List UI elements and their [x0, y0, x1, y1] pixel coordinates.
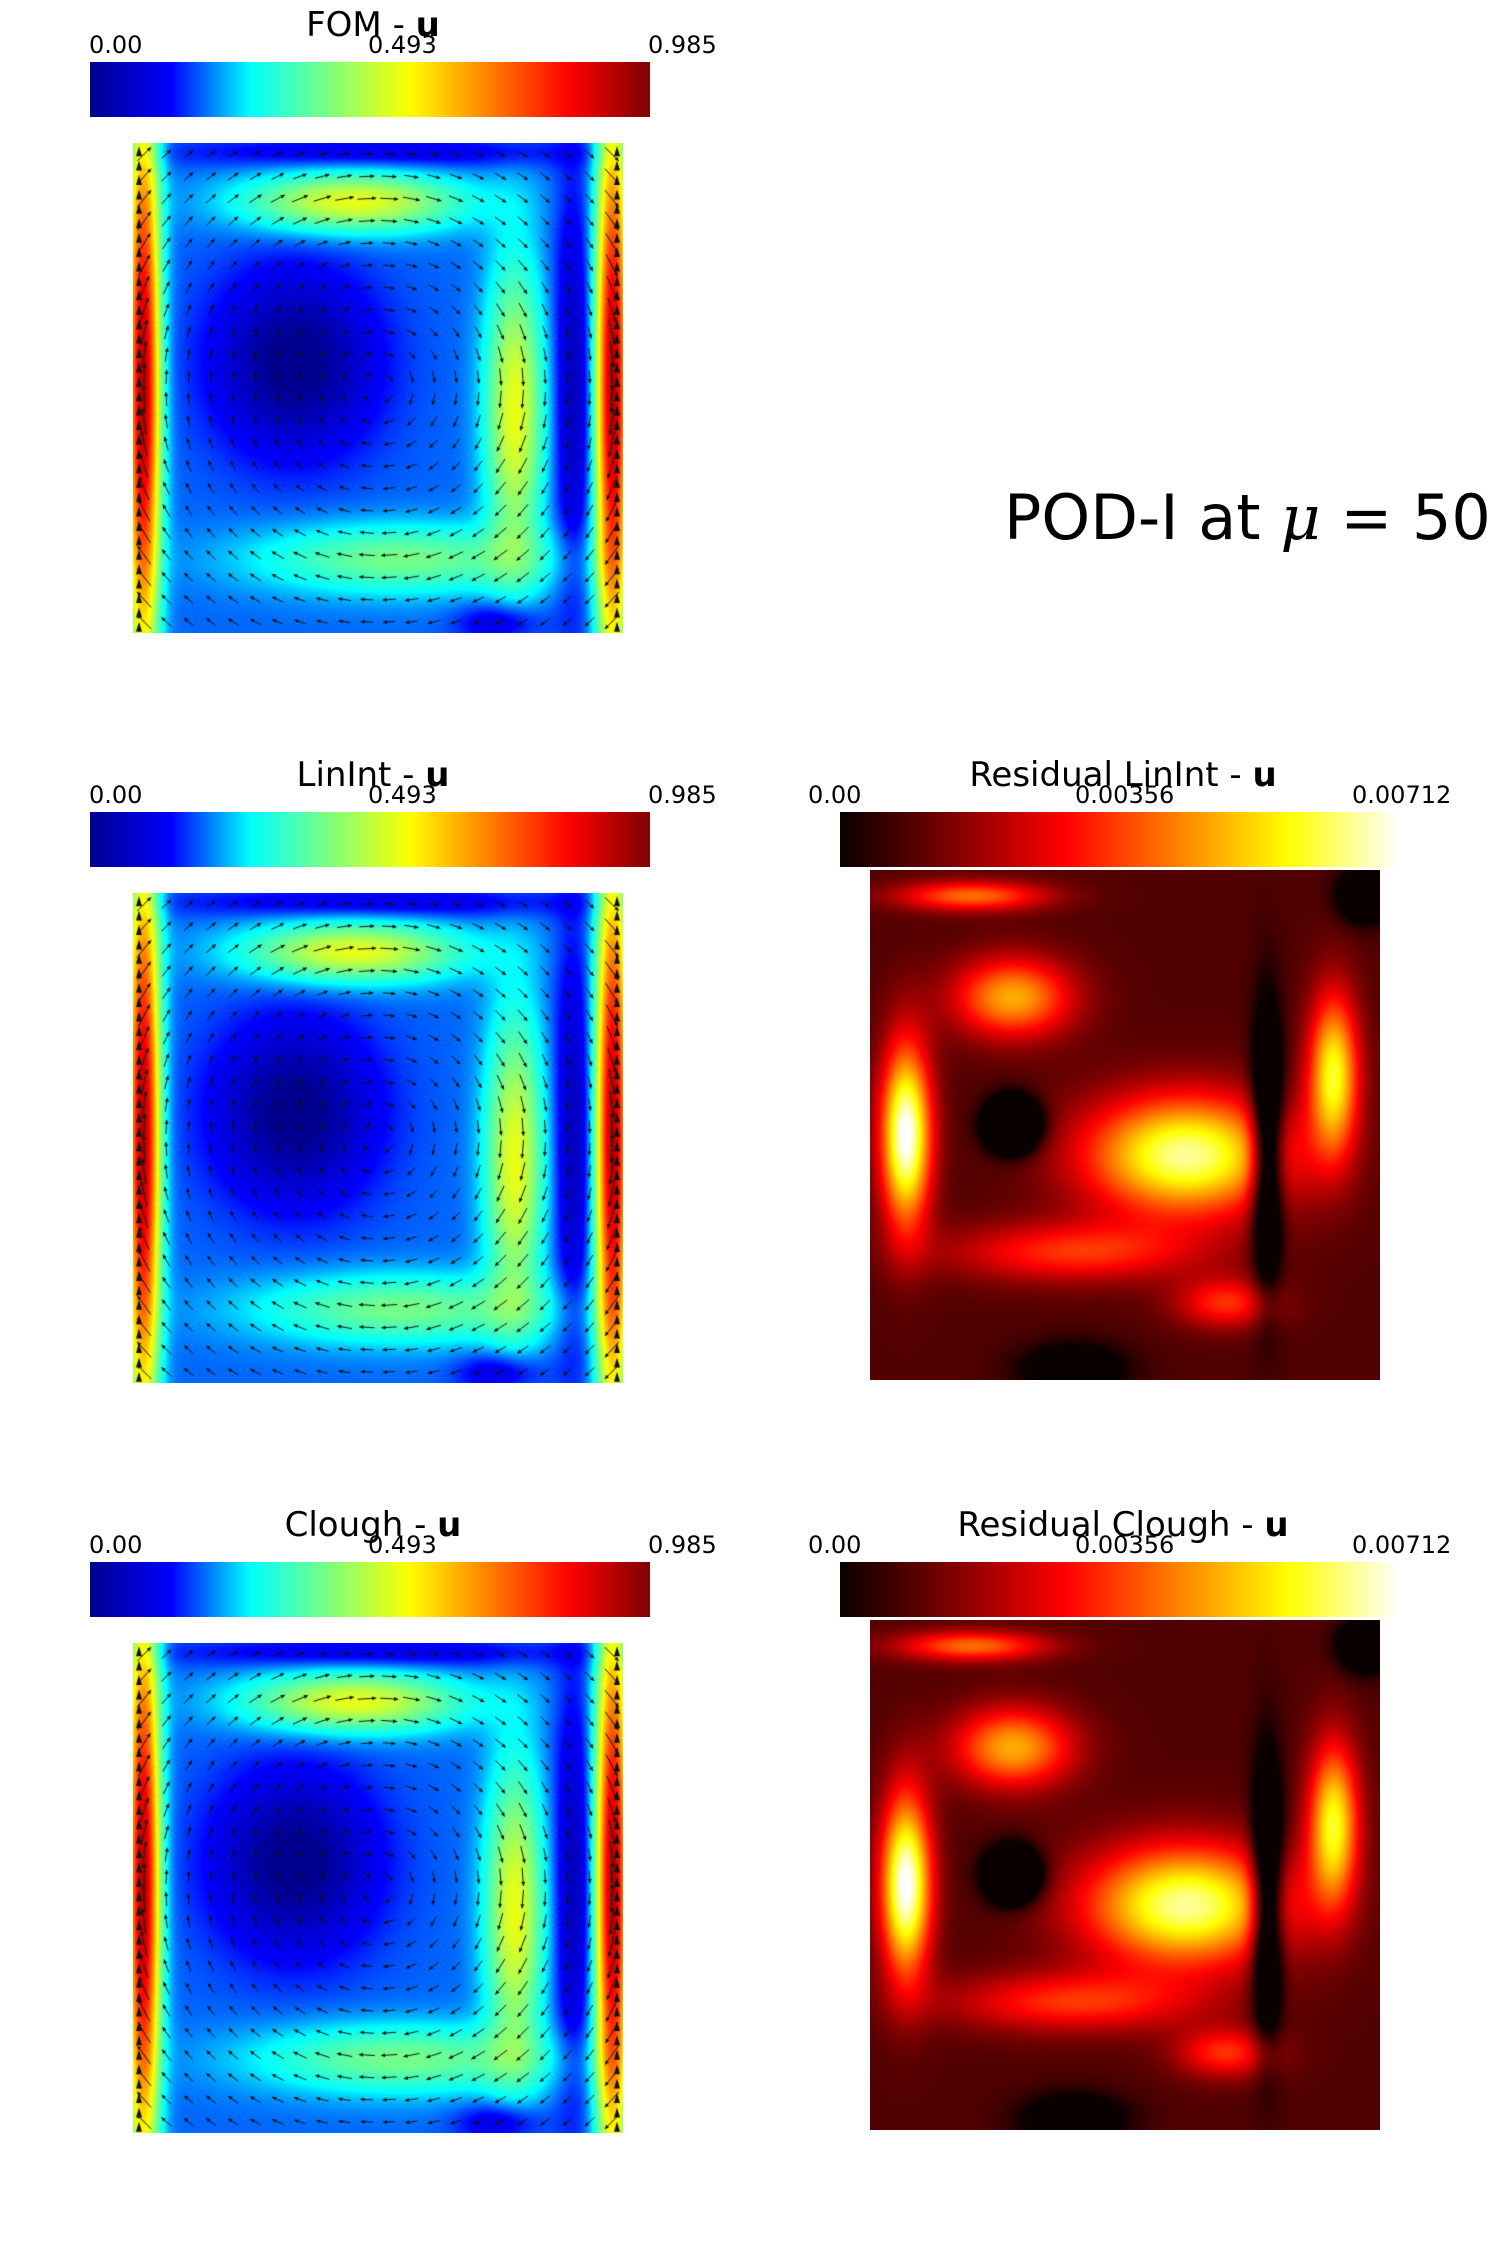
colorbar-tick-mid: 0.493: [368, 1531, 437, 1559]
panel-title: FOM - u: [306, 8, 440, 42]
colorbar: [90, 1562, 650, 1617]
colorbar-tick-mid: 0.493: [368, 31, 437, 59]
figure-title-prefix: POD-I at: [1004, 481, 1281, 554]
residual-field-plot: [870, 1620, 1380, 2130]
figure-title-suffix: = 50: [1320, 481, 1491, 554]
panel-title: Residual LinInt - u: [969, 758, 1276, 792]
panel-title-text: Clough -: [284, 1505, 438, 1545]
colorbar-tick-max: 0.00712: [1352, 1531, 1452, 1559]
panel-residual-clough: Residual Clough - u 0.00 0.00356 0.00712: [750, 1500, 1500, 2200]
panel-title-bold: u: [425, 755, 450, 795]
panel-title-text: FOM -: [306, 5, 416, 45]
colorbar-tick-min: 0.00: [89, 31, 143, 59]
colorbar-tick-mid: 0.493: [368, 781, 437, 809]
panel-title-text: Residual Clough -: [957, 1505, 1265, 1545]
panel-title-text: Residual LinInt -: [969, 755, 1253, 795]
panel-title-bold: u: [1252, 755, 1277, 795]
residual-field-plot: [870, 870, 1380, 1380]
figure-title: POD-I at μ = 50: [1004, 487, 1491, 549]
velocity-field-plot: [133, 143, 623, 633]
colorbar-tick-min: 0.00: [808, 1531, 862, 1559]
panel-title-bold: u: [415, 5, 440, 45]
colorbar-tick-min: 0.00: [89, 781, 143, 809]
panel-title: Clough - u: [285, 1508, 462, 1542]
panel-title-bold: u: [437, 1505, 462, 1545]
colorbar: [90, 62, 650, 117]
colorbar: [840, 1562, 1400, 1617]
panel-linint: LinInt - u 0.00 0.493 0.985: [0, 750, 750, 1450]
colorbar-tick-max: 0.00712: [1352, 781, 1452, 809]
mu-symbol: μ: [1280, 481, 1321, 554]
colorbar-tick-max: 0.985: [648, 1531, 717, 1559]
colorbar: [840, 812, 1400, 867]
panel-title: LinInt - u: [297, 758, 450, 792]
colorbar-tick-max: 0.985: [648, 781, 717, 809]
colorbar: [90, 812, 650, 867]
panel-title: Residual Clough - u: [957, 1508, 1288, 1542]
panel-clough: Clough - u 0.00 0.493 0.985: [0, 1500, 750, 2200]
colorbar-tick-max: 0.985: [648, 31, 717, 59]
velocity-field-plot: [133, 893, 623, 1383]
panel-residual-linint: Residual LinInt - u 0.00 0.00356 0.00712: [750, 750, 1500, 1450]
panel-title-text: LinInt -: [296, 755, 426, 795]
colorbar-tick-min: 0.00: [89, 1531, 143, 1559]
colorbar-tick-min: 0.00: [808, 781, 862, 809]
velocity-field-plot: [133, 1643, 623, 2133]
panel-title-bold: u: [1264, 1505, 1289, 1545]
panel-fom: FOM - u 0.00 0.493 0.985: [0, 0, 750, 700]
colorbar-tick-mid: 0.00356: [1075, 1531, 1175, 1559]
colorbar-tick-mid: 0.00356: [1075, 781, 1175, 809]
